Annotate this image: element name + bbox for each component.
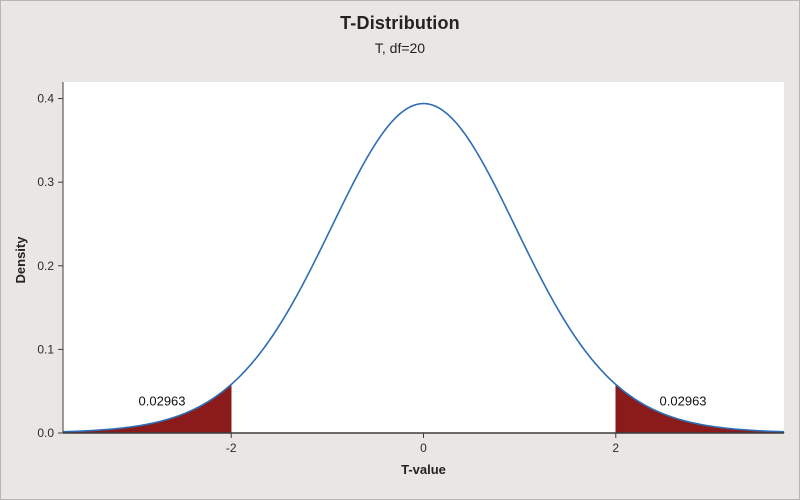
x-tick-label: -2 <box>226 441 237 455</box>
density-curve <box>62 102 785 433</box>
plot-area <box>63 82 784 433</box>
x-tick-label: 0 <box>420 441 427 455</box>
y-tick-label: 0.1 <box>37 342 54 356</box>
chart-title: T-Distribution <box>340 13 460 33</box>
y-tick-label: 0.0 <box>37 426 54 440</box>
tail-probability-label: 0.02963 <box>660 393 707 408</box>
y-tick-label: 0.3 <box>37 175 54 189</box>
x-axis-label: T-value <box>401 462 446 477</box>
tail-probability-label: 0.02963 <box>139 393 186 408</box>
y-tick-label: 0.4 <box>37 92 54 106</box>
chart-subtitle: T, df=20 <box>374 40 426 56</box>
x-tick-label: 2 <box>612 441 619 455</box>
y-tick-label: 0.2 <box>37 259 54 273</box>
